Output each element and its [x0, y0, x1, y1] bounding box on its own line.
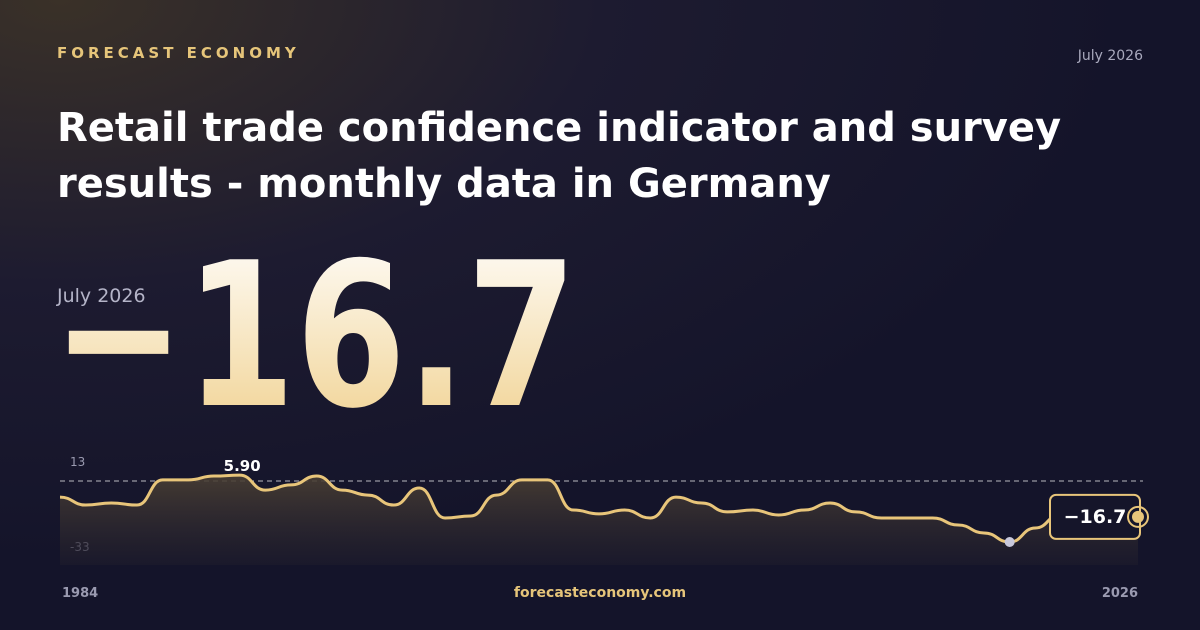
peak-label: 5.90 — [224, 457, 261, 475]
y-tick-label: 13 — [70, 455, 85, 469]
latest-box-label: −16.7 — [1064, 506, 1127, 528]
latest-dot — [1132, 510, 1144, 523]
date: July 2026 — [1077, 48, 1143, 64]
brand: FORECAST ECONOMY — [57, 44, 300, 62]
latest-date: July 2026 — [56, 285, 146, 307]
x-tick-label: 1984 — [62, 586, 98, 601]
line — [59, 473, 1139, 544]
chart-title: Retail trade confidence indicator and su… — [57, 105, 1061, 207]
area — [60, 475, 1138, 565]
min-dot — [1004, 537, 1015, 548]
x-tick-label: 2026 — [1102, 586, 1138, 601]
latest-value: −16.7 — [52, 220, 577, 453]
footer: forecasteconomy.com — [514, 585, 686, 601]
latest-ring — [1127, 505, 1149, 528]
